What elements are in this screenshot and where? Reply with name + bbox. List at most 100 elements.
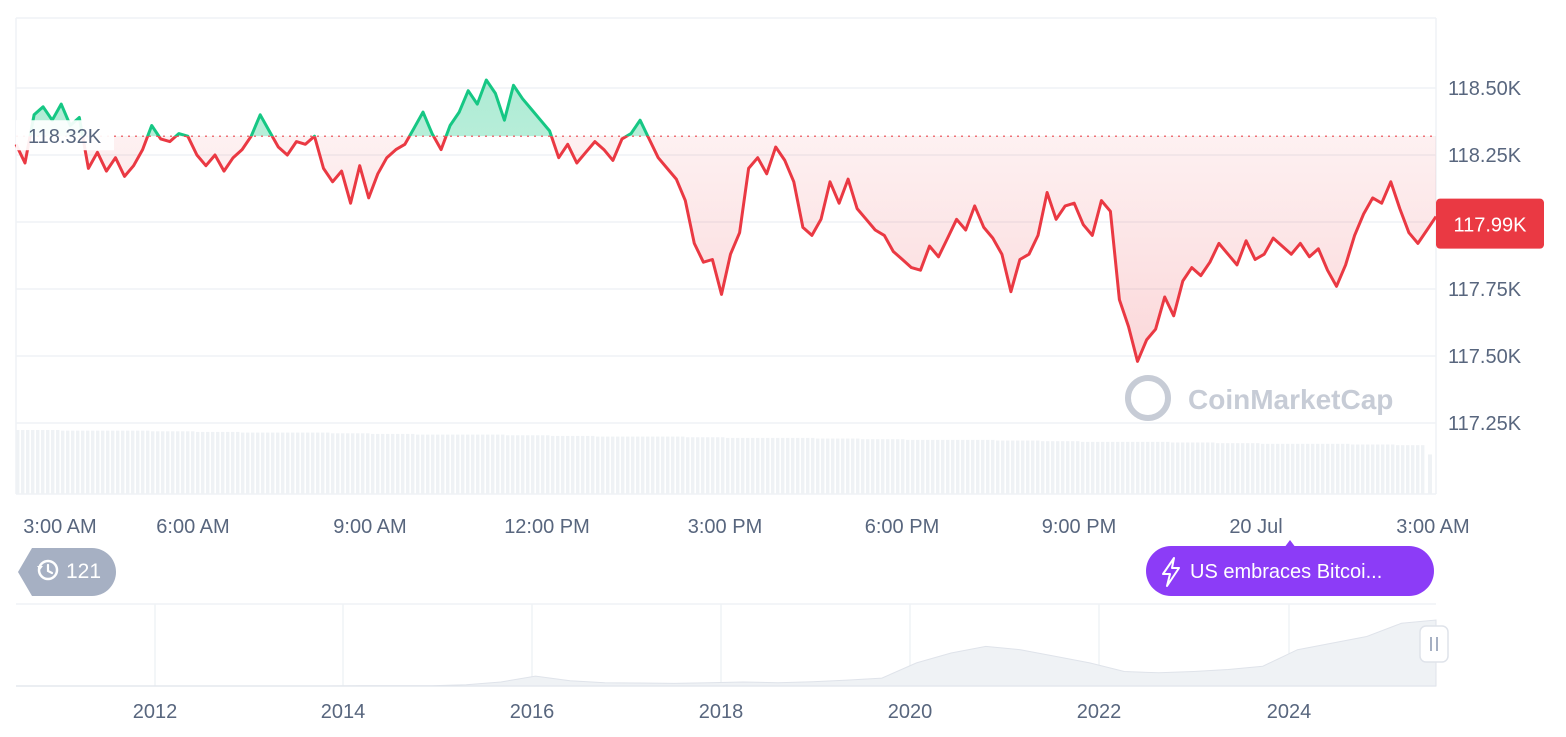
volume-bar — [866, 439, 870, 494]
navigator-year-label: 2024 — [1267, 701, 1312, 723]
volume-bar — [1231, 443, 1235, 494]
volume-bar — [1121, 441, 1125, 494]
volume-bar — [931, 439, 935, 494]
volume-bar — [756, 437, 760, 494]
volume-bar — [1066, 441, 1070, 494]
volume-bar — [336, 433, 340, 494]
volume-bar — [301, 432, 305, 494]
volume-bar — [436, 434, 440, 494]
volume-bar — [1246, 443, 1250, 494]
volume-bar — [951, 439, 955, 494]
navigator-handle[interactable] — [1419, 625, 1449, 663]
volume-bar — [641, 436, 645, 494]
volume-bar — [366, 433, 370, 494]
volume-bar — [941, 439, 945, 494]
time-tick-label: 9:00 AM — [333, 516, 406, 538]
volume-bar — [566, 435, 570, 494]
volume-bar — [211, 431, 215, 494]
volume-bar — [681, 436, 685, 494]
volume-bar — [871, 439, 875, 494]
volume-bar — [56, 429, 60, 494]
time-tick-label: 6:00 PM — [865, 516, 939, 538]
history-button[interactable]: 121 — [18, 548, 116, 596]
volume-bar — [471, 434, 475, 494]
volume-bar — [441, 434, 445, 494]
volume-bar — [686, 437, 690, 494]
volume-bar — [41, 429, 45, 494]
volume-bar — [1096, 441, 1100, 494]
volume-bar — [281, 432, 285, 494]
volume-bar — [236, 431, 240, 494]
volume-bar — [286, 432, 290, 494]
volume-bar — [1301, 443, 1305, 494]
volume-bar — [1381, 444, 1385, 494]
volume-bar — [296, 432, 300, 494]
volume-bar — [1201, 442, 1205, 494]
time-tick-label: 3:00 PM — [688, 516, 762, 538]
volume-bar — [1031, 440, 1035, 494]
volume-bar — [166, 431, 170, 494]
volume-bar — [341, 433, 345, 494]
volume-bar — [106, 430, 110, 494]
volume-bar — [351, 433, 355, 494]
volume-bar — [576, 435, 580, 494]
volume-bar — [911, 439, 915, 494]
volume-bar — [191, 431, 195, 494]
volume-bar — [91, 430, 95, 494]
volume-bar — [306, 432, 310, 494]
volume-bar — [426, 434, 430, 494]
volume-bar — [651, 436, 655, 494]
volume-bar — [121, 430, 125, 494]
volume-bar — [261, 432, 265, 494]
volume-bar — [396, 433, 400, 494]
news-pill-bg[interactable] — [1146, 546, 1434, 596]
volume-bar — [841, 438, 845, 494]
current-price-badge: 117.99K — [1436, 198, 1544, 249]
volume-bar — [606, 436, 610, 494]
volume-bar — [71, 430, 75, 494]
volume-bar — [966, 439, 970, 494]
volume-bar — [226, 431, 230, 494]
volume-bar — [1391, 444, 1395, 494]
history-button-bg[interactable] — [18, 548, 116, 596]
volume-bar — [416, 434, 420, 494]
navigator-handle-bg[interactable] — [1419, 625, 1449, 663]
news-pill[interactable]: US embraces Bitcoi... — [1146, 540, 1434, 596]
watermark-text: CoinMarketCap — [1188, 384, 1393, 415]
time-tick-label: 3:00 AM — [1396, 516, 1469, 538]
volume-bar — [631, 436, 635, 494]
watermark: CoinMarketCap — [1125, 375, 1393, 421]
volume-bar — [646, 436, 650, 494]
volume-bar — [896, 439, 900, 494]
volume-bar — [496, 434, 500, 494]
volume-bar — [1206, 442, 1210, 494]
range-navigator[interactable]: 2012 2014 2016 2018 2020 2022 2024 — [16, 603, 1437, 723]
volume-bar — [421, 434, 425, 494]
volume-bar — [1416, 445, 1420, 494]
volume-bar — [251, 432, 255, 494]
volume-bar — [826, 438, 830, 494]
volume-bar — [1016, 440, 1020, 494]
volume-bar — [246, 432, 250, 494]
volume-bar — [271, 432, 275, 494]
volume-bar — [181, 431, 185, 494]
volume-bar — [1176, 442, 1180, 494]
volume-bar — [561, 435, 565, 494]
volume-bar — [961, 439, 965, 494]
volume-bar — [1141, 441, 1145, 494]
volume-bar — [381, 433, 385, 494]
volume-bar — [771, 437, 775, 494]
volume-bar — [451, 434, 455, 494]
volume-bar — [676, 436, 680, 494]
price-line-above — [28, 78, 650, 137]
price-axis: 117.25K 117.50K 117.75K 118.25K 118.50K — [1448, 78, 1522, 435]
navigator-year-label: 2018 — [699, 701, 744, 723]
volume-bar — [1001, 440, 1005, 494]
volume-bar — [516, 435, 520, 494]
volume-bar — [156, 431, 160, 494]
volume-bar — [1401, 445, 1405, 494]
volume-bar — [886, 439, 890, 494]
volume-bar — [926, 439, 930, 494]
volume-bar — [1221, 443, 1225, 494]
volume-bar — [856, 438, 860, 494]
